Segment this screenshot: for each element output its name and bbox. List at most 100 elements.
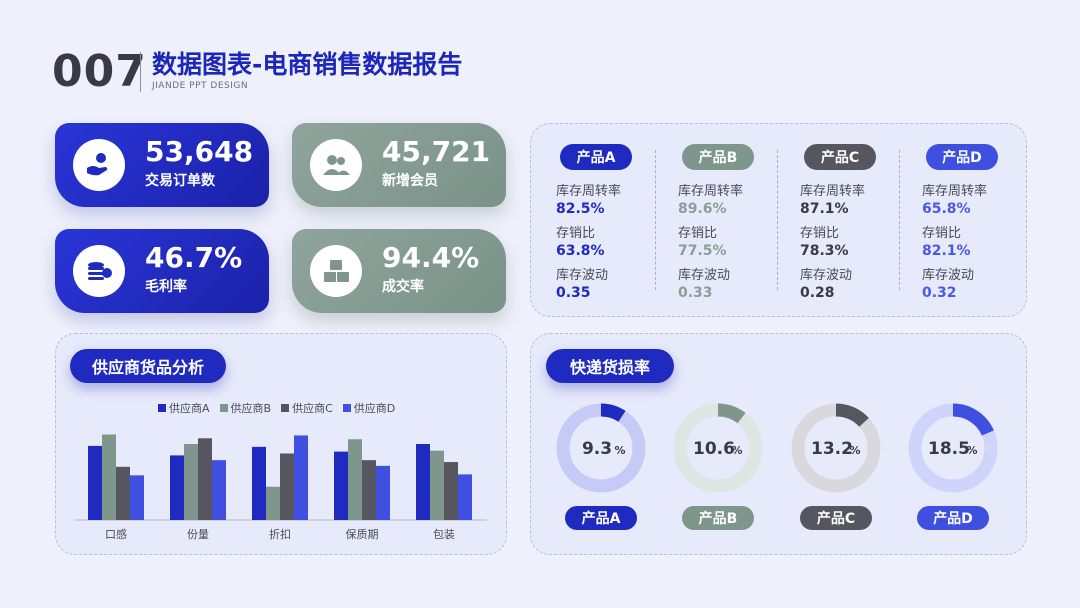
legend-item: 供应商C — [281, 400, 333, 416]
bar — [348, 439, 362, 520]
bar — [444, 462, 458, 520]
bar — [88, 445, 102, 520]
kpi-card-orders: 53,648 交易订单数 — [55, 123, 269, 207]
product-column-b: 产品B 库存周转率 89.6% 存销比 77.5% 库存波动 0.33 — [678, 144, 788, 302]
donut-product-label: 产品A — [582, 510, 621, 527]
legend-label: 供应商A — [169, 402, 210, 415]
kpi-value: 94.4% — [382, 241, 480, 274]
volatility-label: 库存波动 — [556, 268, 609, 283]
product-a-tag: 产品A — [560, 144, 632, 170]
boxes-icon — [310, 245, 362, 297]
kpi-label: 新增会员 — [382, 173, 438, 189]
product-c-tag: 产品C — [804, 144, 876, 170]
bar — [184, 444, 198, 520]
donut-product-label: 产品D — [933, 510, 973, 527]
volatility-label: 库存波动 — [678, 268, 731, 283]
legend-label: 供应商B — [230, 402, 272, 415]
bar — [102, 434, 116, 520]
donut-slice — [673, 403, 763, 493]
donut-product-tag — [682, 506, 754, 530]
volatility-value: 0.33 — [678, 285, 713, 301]
turnover-value: 82.5% — [556, 201, 605, 217]
donut-unit: % — [966, 444, 977, 457]
x-tick-label: 份量 — [187, 528, 209, 541]
donut-product-tag — [917, 506, 989, 530]
donut-product-tag — [565, 506, 637, 530]
donut-value: 9.3 — [582, 439, 612, 459]
supplier-panel-title: 供应商货品分析 — [70, 349, 226, 383]
column-divider — [899, 150, 900, 290]
hand-coin-icon — [73, 139, 125, 191]
product-column-a: 产品A 库存周转率 82.5% 存销比 63.8% 库存波动 0.35 — [556, 144, 666, 302]
ratio-label: 存销比 — [922, 226, 962, 241]
kpi-value: 46.7% — [145, 241, 243, 274]
kpi-value: 53,648 — [145, 135, 254, 168]
bar — [430, 450, 444, 520]
product-column-d: 产品D 库存周转率 65.8% 存销比 82.1% 库存波动 0.32 — [922, 144, 1032, 302]
donut-unit: % — [614, 444, 625, 457]
bar — [266, 486, 280, 520]
bar — [334, 451, 348, 520]
bar — [252, 446, 266, 520]
turnover-label: 库存周转率 — [556, 184, 622, 199]
bar — [362, 460, 376, 520]
legend-swatch — [342, 404, 351, 412]
bar — [116, 466, 130, 520]
donut-slice — [791, 403, 881, 493]
ratio-label: 存销比 — [678, 226, 718, 241]
legend-label: 供应商D — [353, 402, 396, 415]
donut-slice — [908, 403, 998, 493]
donut-slice — [556, 403, 646, 493]
column-divider — [777, 150, 778, 290]
bar — [130, 475, 144, 520]
page-title: 数据图表-电商销售数据报告 — [152, 50, 463, 79]
donut-value: 10.6 — [693, 439, 735, 459]
donut-unit: % — [731, 444, 742, 457]
bar — [198, 438, 212, 520]
x-tick-label: 口感 — [105, 528, 127, 541]
kpi-label: 成交率 — [382, 279, 424, 295]
slide-number: 007 — [52, 46, 147, 97]
legend-swatch — [158, 404, 166, 412]
kpi-label: 交易订单数 — [145, 173, 215, 189]
bar — [280, 453, 294, 520]
chart-legend: 供应商A 供应商B 供应商C 供应商D — [158, 400, 395, 416]
bar — [212, 460, 226, 520]
ratio-label: 存销比 — [556, 226, 596, 241]
legend-swatch — [219, 404, 228, 412]
ratio-value: 63.8% — [556, 243, 605, 259]
turnover-value: 87.1% — [800, 201, 849, 217]
volatility-value: 0.32 — [922, 285, 957, 301]
ratio-value: 77.5% — [678, 243, 727, 259]
legend-item: 供应商A — [158, 400, 210, 416]
x-tick-label: 包装 — [433, 528, 455, 541]
kpi-label: 毛利率 — [145, 279, 187, 295]
legend-item: 供应商D — [342, 400, 396, 416]
header-divider — [140, 52, 141, 92]
bar — [376, 465, 390, 520]
volatility-label: 库存波动 — [922, 268, 975, 283]
turnover-value: 65.8% — [922, 201, 971, 217]
volatility-value: 0.28 — [800, 285, 835, 301]
kpi-card-conversion: 94.4% 成交率 — [292, 229, 506, 313]
turnover-label: 库存周转率 — [678, 184, 744, 199]
page-subtitle: JIANDE PPT DESIGN — [152, 81, 249, 91]
kpi-card-members: 45,721 新增会员 — [292, 123, 506, 207]
turnover-label: 库存周转率 — [800, 184, 866, 199]
bar — [294, 435, 308, 520]
donut-product-label: 产品C — [817, 510, 855, 527]
kpi-card-margin: 46.7% 毛利率 — [55, 229, 269, 313]
coin-stack-icon — [73, 245, 125, 297]
donut-value: 18.5 — [928, 439, 970, 459]
volatility-label: 库存波动 — [800, 268, 853, 283]
ratio-label: 存销比 — [800, 226, 840, 241]
turnover-value: 89.6% — [678, 201, 727, 217]
x-tick-label: 保质期 — [346, 527, 379, 541]
ratio-value: 82.1% — [922, 243, 971, 259]
bar — [170, 455, 184, 520]
volatility-value: 0.35 — [556, 285, 591, 301]
supplier-bar-chart: 口感 份量 折扣 保质期 包装 — [75, 434, 487, 541]
donut-product-tag — [800, 506, 872, 530]
product-d-tag: 产品D — [926, 144, 998, 170]
ratio-value: 78.3% — [800, 243, 849, 259]
